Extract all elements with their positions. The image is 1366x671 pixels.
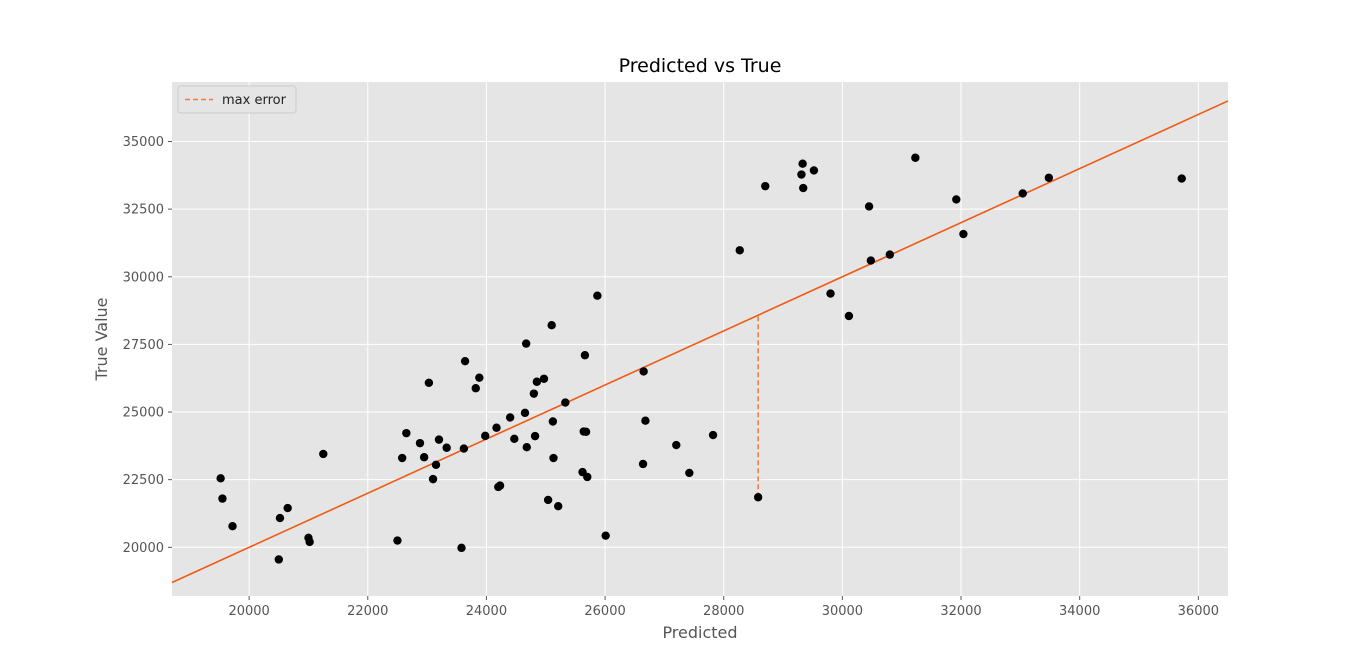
data-point — [1177, 174, 1186, 183]
x-tick-label: 28000 — [703, 604, 744, 619]
data-point — [638, 459, 648, 469]
data-point — [753, 493, 763, 502]
x-tick-label: 24000 — [466, 604, 507, 619]
y-tick-label: 20000 — [123, 541, 164, 556]
y-tick-label: 30000 — [123, 270, 164, 285]
data-point — [866, 256, 876, 265]
data-point — [505, 413, 515, 422]
data-point — [431, 460, 441, 469]
data-point — [218, 494, 227, 503]
data-point — [424, 378, 434, 388]
data-point — [761, 181, 770, 191]
data-point — [319, 449, 328, 459]
chart-title: Predicted vs True — [619, 55, 782, 77]
y-tick-label: 22500 — [123, 473, 164, 488]
data-point — [601, 531, 610, 540]
data-point — [548, 417, 558, 426]
data-point — [216, 474, 225, 483]
data-point — [1044, 173, 1054, 182]
data-point — [397, 453, 407, 463]
data-point — [708, 430, 718, 440]
x-tick-label: 20000 — [228, 604, 269, 619]
data-point — [460, 356, 470, 366]
data-point — [457, 543, 466, 553]
y-tick-label: 27500 — [123, 338, 164, 353]
data-point — [799, 183, 808, 193]
data-point — [481, 431, 490, 441]
legend: max error — [177, 85, 297, 114]
identity-line — [171, 100, 1229, 584]
data-point — [554, 501, 563, 511]
data-point — [274, 555, 283, 564]
data-point — [521, 339, 531, 348]
data-point — [442, 443, 451, 452]
x-tick-label: 26000 — [584, 604, 625, 619]
data-point — [415, 438, 425, 448]
x-tick-label: 32000 — [940, 604, 981, 619]
data-point — [672, 440, 681, 450]
data-point — [471, 384, 480, 393]
data-point — [798, 159, 807, 168]
data-points — [216, 153, 1186, 564]
data-point — [547, 321, 556, 330]
legend-max-error-label: max error — [222, 93, 287, 108]
data-point — [510, 434, 519, 444]
data-point — [283, 503, 292, 513]
data-point — [305, 537, 314, 547]
data-point — [492, 423, 501, 432]
data-point — [580, 351, 590, 360]
data-point — [434, 435, 444, 444]
x-tick-label: 36000 — [1178, 604, 1219, 619]
plot-background — [172, 82, 1228, 596]
x-tick-label: 30000 — [822, 604, 863, 619]
y-tick-label: 32500 — [123, 203, 164, 218]
y-tick-label: 25000 — [123, 406, 164, 421]
data-point — [475, 373, 484, 382]
data-point — [809, 166, 819, 175]
legend-box — [177, 85, 297, 114]
y-tick-label: 35000 — [123, 135, 164, 150]
data-point — [583, 472, 592, 482]
data-point — [885, 250, 895, 259]
data-point — [911, 153, 920, 162]
data-point — [402, 428, 411, 438]
data-point — [735, 246, 744, 255]
data-point — [685, 468, 694, 478]
x-axis-label: Predicted — [662, 623, 737, 642]
data-point — [543, 495, 553, 505]
data-point — [561, 398, 570, 407]
data-point — [428, 474, 438, 484]
data-point — [1018, 189, 1027, 198]
data-point — [539, 374, 549, 383]
data-point — [530, 431, 540, 441]
data-point — [529, 389, 539, 398]
data-point — [393, 536, 402, 545]
data-point — [797, 170, 806, 179]
data-point — [228, 522, 237, 531]
data-point — [549, 453, 558, 463]
data-point — [952, 195, 961, 204]
x-tick-label: 22000 — [347, 604, 388, 619]
data-point — [275, 513, 285, 523]
data-point — [522, 443, 531, 452]
data-point — [532, 377, 542, 386]
data-point — [419, 453, 429, 462]
data-point — [520, 408, 530, 418]
data-point — [844, 311, 854, 321]
data-point — [581, 427, 591, 436]
data-point — [639, 367, 648, 376]
data-point — [459, 444, 469, 453]
reference-line-layer — [171, 100, 1229, 584]
x-tick-label: 34000 — [1059, 604, 1100, 619]
data-point — [826, 289, 835, 298]
data-point — [593, 291, 602, 300]
data-point — [495, 481, 505, 490]
grid-lines — [172, 82, 1228, 596]
data-point — [641, 416, 650, 425]
y-axis-label: True Value — [92, 297, 111, 381]
tick-labels: 20000 22000 24000 26000 28000 30000 32000 34000… — [123, 135, 1219, 619]
data-point — [959, 229, 968, 239]
data-point — [864, 202, 874, 211]
